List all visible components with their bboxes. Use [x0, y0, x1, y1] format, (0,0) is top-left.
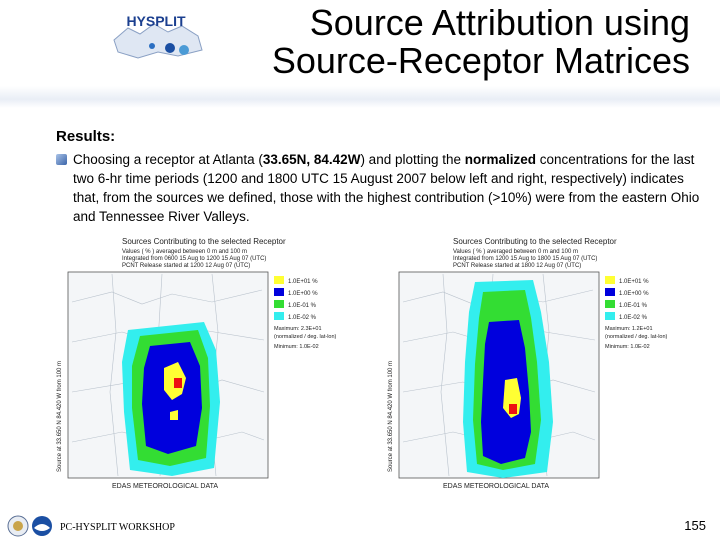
para-coords: 33.65N, 84.42W [262, 152, 361, 167]
map-right-side-label: Source at 33.650 N 84.420 W from 100 m [388, 361, 394, 472]
para-part-1: Choosing a receptor at Atlanta ( [73, 152, 263, 167]
para-part-3: concentrations for the last two 6-hr tim… [73, 152, 700, 224]
map-right-minimum: Minimum: 1.0E-02 [605, 344, 650, 350]
map-right-svg: Sources Contributing to the selected Rec… [388, 237, 668, 490]
map-right-legend-2: 1.0E+00 % [619, 291, 649, 297]
map-right-legend-1: 1.0E+01 % [619, 279, 649, 285]
map-left-legend-swatch-4 [274, 312, 284, 320]
map-right-legend-4: 1.0E-02 % [619, 315, 648, 321]
map-right-legend-3: 1.0E-01 % [619, 303, 648, 309]
map-left-legend-2: 1.0E+00 % [288, 291, 318, 297]
map-right-title: Sources Contributing to the selected Rec… [453, 237, 617, 246]
map-left-svg: Sources Contributing to the selected Rec… [57, 237, 337, 490]
map-panel-right: Sources Contributing to the selected Rec… [383, 232, 708, 494]
map-left-legend-swatch-1 [274, 276, 284, 284]
map-right-line2: Values ( % ) averaged between 0 m and 10… [453, 249, 578, 255]
title-line-1: Source Attribution using [309, 2, 690, 43]
map-right-maximum: Maximum: 1.2E+01 [605, 326, 653, 332]
map-right-normalized: (normalized / deg. lat-lon) [605, 334, 668, 340]
map-right-legend-swatch-4 [605, 312, 615, 320]
map-left-receptor-yellow [170, 410, 178, 420]
map-left-legend-1: 1.0E+01 % [288, 279, 318, 285]
map-panel-left: Sources Contributing to the selected Rec… [52, 232, 377, 494]
map-left-side-label: Source at 33.650 N 84.420 W from 100 m [57, 361, 63, 472]
map-left-legend-swatch-3 [274, 300, 284, 308]
map-left-legend-swatch-2 [274, 288, 284, 296]
map-right-line4: PCNT Release started at 1800 12 Aug 07 (… [453, 263, 581, 269]
footer-label: PC-HYSPLIT WORKSHOP [60, 522, 175, 533]
map-left-peak-cell [174, 378, 182, 388]
map-left-footer: EDAS METEOROLOGICAL DATA [112, 483, 218, 490]
map-left-maximum: Maximum: 2.3E+01 [274, 326, 322, 332]
slide-title: Source Attribution using Source-Receptor… [210, 4, 690, 80]
map-left-normalized: (normalized / deg. lat-lon) [274, 334, 337, 340]
results-paragraph: Choosing a receptor at Atlanta (33.65N, … [73, 150, 703, 226]
map-left-line3: Integrated from 0600 15 Aug to 1200 15 A… [122, 256, 266, 262]
para-normalized: normalized [464, 152, 537, 167]
map-right-peak-cell [509, 404, 517, 414]
map-right-legend-swatch-3 [605, 300, 615, 308]
map-left-legend-3: 1.0E-01 % [288, 303, 317, 309]
bullet-icon [56, 154, 67, 165]
hysplit-logo: HYSPLIT [110, 10, 206, 60]
results-heading: Results: [56, 128, 116, 145]
header-divider [0, 86, 720, 108]
map-left-minimum: Minimum: 1.0E-02 [274, 344, 319, 350]
logo-text: HYSPLIT [126, 13, 186, 29]
map-left-line4: PCNT Release started at 1200 12 Aug 07 (… [122, 263, 250, 269]
map-right-legend-swatch-2 [605, 288, 615, 296]
map-left-legend-4: 1.0E-02 % [288, 315, 317, 321]
map-right-footer: EDAS METEOROLOGICAL DATA [443, 483, 549, 490]
title-line-2: Source-Receptor Matrices [271, 40, 690, 81]
map-right-line3: Integrated from 1200 15 Aug to 1800 15 A… [453, 256, 597, 262]
page-number: 155 [684, 518, 706, 533]
map-right-legend-swatch-1 [605, 276, 615, 284]
map-left-line2: Values ( % ) averaged between 0 m and 10… [122, 249, 247, 255]
para-part-2: ) and plotting the [360, 152, 465, 167]
map-left-title: Sources Contributing to the selected Rec… [122, 237, 286, 246]
footer-agency-logos [7, 515, 52, 537]
